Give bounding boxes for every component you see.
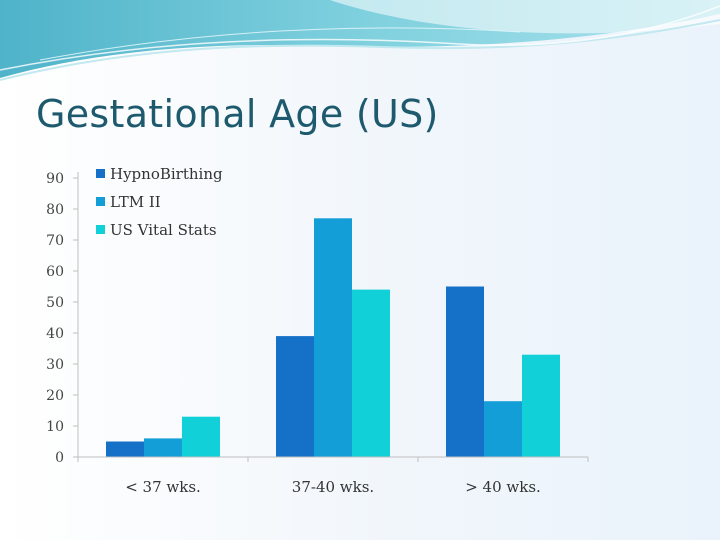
x-category-label: < 37 wks.: [125, 478, 201, 496]
y-tick-label: 0: [55, 450, 64, 466]
bar-chart: 0 10 20 30 40 50 60 70 80 90 < 37 wks. 37-40 wks. >…: [46, 165, 589, 496]
bar-us-vital-stats: [522, 354, 560, 457]
bar-ltm-ii: [484, 401, 522, 457]
legend-label: LTM II: [110, 193, 161, 211]
legend-swatch: [96, 225, 105, 234]
y-tick-label: 10: [46, 419, 64, 435]
y-tick-label: 20: [46, 388, 64, 404]
legend-label: HypnoBirthing: [110, 165, 223, 183]
chart-legend: HypnoBirthing LTM II US Vital Stats: [96, 165, 223, 239]
x-category-label: > 40 wks.: [465, 478, 541, 496]
chart-bars: [106, 218, 560, 457]
y-tick-label: 30: [46, 357, 64, 373]
slide-title: Gestational Age (US): [36, 92, 439, 136]
x-category-label: 37-40 wks.: [292, 478, 374, 496]
legend-swatch: [96, 169, 105, 178]
bar-ltm-ii: [314, 218, 352, 457]
bar-us-vital-stats: [352, 289, 390, 457]
bar-us-vital-stats: [182, 416, 220, 457]
y-tick-label: 40: [46, 326, 64, 342]
legend-label: US Vital Stats: [110, 221, 217, 239]
y-tick-label: 50: [46, 295, 64, 311]
bar-hypnobirthing: [276, 336, 314, 457]
bar-ltm-ii: [144, 438, 182, 457]
header-wave-decoration: [0, 0, 720, 81]
y-tick-label: 70: [46, 233, 64, 249]
y-axis-ticks: 0 10 20 30 40 50 60 70 80 90: [46, 171, 78, 466]
legend-swatch: [96, 197, 105, 206]
y-tick-label: 80: [46, 202, 64, 218]
y-tick-label: 90: [46, 171, 64, 187]
bar-hypnobirthing: [446, 286, 484, 457]
y-tick-label: 60: [46, 264, 64, 280]
x-axis-labels: < 37 wks. 37-40 wks. > 40 wks.: [125, 478, 541, 496]
chart-axes: [77, 172, 589, 462]
bar-hypnobirthing: [106, 441, 144, 457]
